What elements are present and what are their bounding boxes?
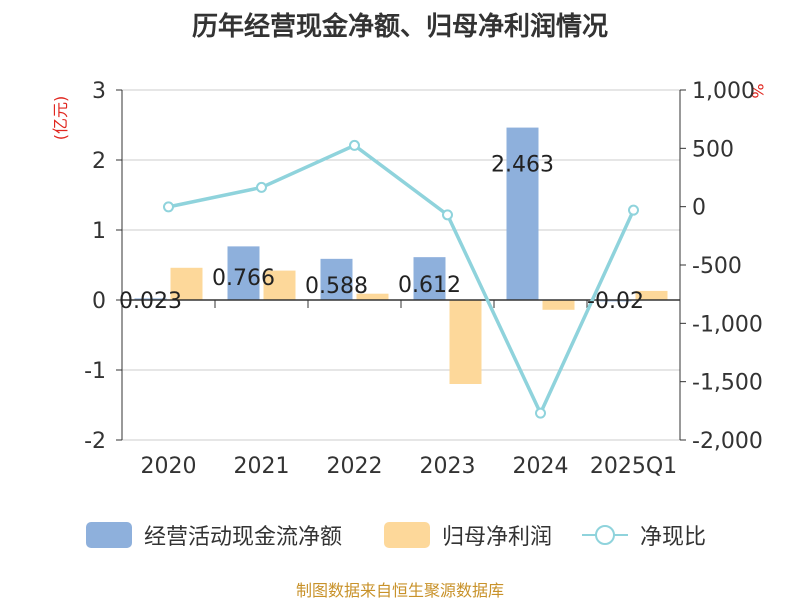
right-axis-unit-label: % — [748, 83, 767, 98]
legend-label-ratio: 净现比 — [640, 525, 707, 550]
legend-item-ratio[interactable]: 净现比 — [582, 517, 706, 553]
ratio-point — [442, 209, 453, 221]
bar-cashflow — [413, 257, 446, 300]
left-axis-tick-label: 2 — [92, 149, 106, 174]
left-axis-tick-label: -2 — [84, 429, 106, 454]
bar-netprofit — [449, 300, 482, 384]
right-axis-tick-label: 0 — [692, 196, 706, 221]
x-axis-tick-label: 2023 — [420, 454, 476, 479]
left-axis-unit-label: (亿元) — [51, 96, 70, 141]
ratio-point — [256, 181, 267, 193]
source-note: 制图数据来自恒生聚源数据库 — [295, 581, 504, 600]
left-axis-tick-label: -1 — [84, 359, 106, 384]
ratio-point — [349, 139, 360, 151]
bar-data-label: -0.02 — [587, 289, 644, 314]
chart-title: 历年经营现金净额、归母净利润情况 — [191, 12, 608, 42]
x-axis-tick-label: 2022 — [327, 454, 383, 479]
right-axis-tick-label: -1,000 — [692, 312, 763, 337]
ratio-point — [163, 201, 174, 213]
right-axis-tick-label: -2,000 — [692, 429, 763, 454]
right-axis-tick-label: -1,500 — [692, 371, 763, 396]
ratio-point — [628, 204, 639, 216]
left-axis-tick-label: 3 — [92, 79, 106, 104]
bar-cashflow — [227, 246, 260, 300]
x-axis-tick-label: 2024 — [513, 454, 569, 479]
legend-label-cashflow: 经营活动现金流净额 — [144, 525, 343, 550]
bar-netprofit — [635, 290, 668, 300]
x-axis-tick-label: 2021 — [234, 454, 290, 479]
bars-layer — [134, 127, 668, 384]
bar-data-label: 0.023 — [119, 289, 182, 314]
legend-line-marker-icon — [582, 522, 628, 548]
left-axis-tick-label: 1 — [92, 219, 106, 244]
right-axis-tick-label: 1,000 — [692, 79, 755, 104]
legend-swatch-blue — [86, 522, 132, 548]
legend-item-cashflow[interactable]: 经营活动现金流净额 — [86, 517, 342, 553]
legend-swatch-orange — [384, 522, 430, 548]
bar-data-label: 2.463 — [491, 153, 554, 178]
bar-netprofit — [356, 293, 389, 300]
bar-cashflow — [134, 298, 167, 300]
ratio-point — [535, 407, 546, 419]
right-axis-tick-label: -500 — [692, 254, 742, 279]
labels-layer: 0.023 0.766 0.588 0.612 2.463 -0.02 — [119, 153, 644, 314]
bar-data-label: 0.588 — [305, 274, 368, 299]
bar-netprofit — [263, 270, 296, 300]
left-axis-tick-label: 0 — [92, 289, 106, 314]
ratio-line — [168, 143, 636, 418]
line-layer — [163, 139, 639, 419]
x-axis-tick-label: 2020 — [141, 454, 197, 479]
x-axis-tick-label: 2025Q1 — [590, 454, 677, 479]
bar-data-label: 0.612 — [398, 273, 461, 298]
right-axis-tick-label: 500 — [692, 137, 734, 162]
bar-cashflow — [506, 127, 539, 300]
legend-label-netprofit: 归母净利润 — [442, 525, 553, 550]
legend: 经营活动现金流净额 归母净利润 净现比 — [0, 517, 800, 553]
axes-layer: 3 2 1 0 -1 -2 1,000 500 0 -500 -1,000 -1,500 -2,000 2… — [84, 79, 763, 479]
grid-layer — [122, 89, 680, 441]
bar-netprofit — [542, 300, 575, 310]
bar-data-label: 0.766 — [212, 266, 275, 291]
legend-item-netprofit[interactable]: 归母净利润 — [384, 517, 552, 553]
bar-cashflow — [320, 258, 353, 300]
bar-netprofit — [170, 267, 203, 300]
